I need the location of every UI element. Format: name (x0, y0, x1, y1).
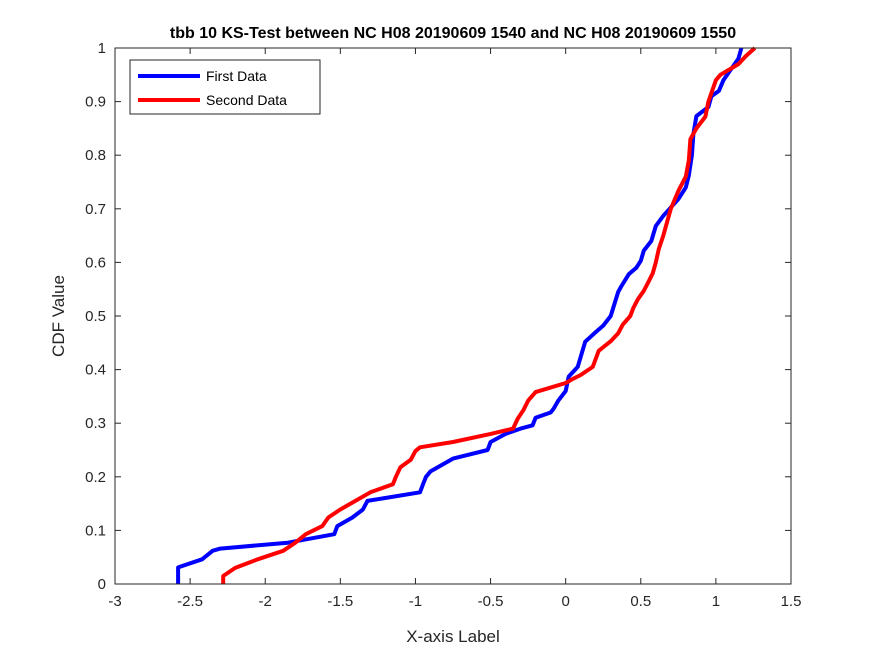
legend-box (129, 59, 321, 115)
y-tick-label: 0.1 (85, 522, 106, 539)
y-tick-label: 0 (98, 576, 106, 593)
x-axis-label: X-axis Label (406, 627, 500, 646)
y-tick-label: 0.9 (85, 94, 106, 111)
series-line-2 (221, 46, 757, 584)
y-tick-label: 1 (98, 40, 106, 57)
y-axis-label: CDF Value (49, 275, 68, 357)
y-tick-label: 0.8 (85, 147, 106, 164)
x-tick-label: 0 (561, 593, 569, 610)
x-tick-label: -3 (108, 593, 121, 610)
y-tick-label: 0.2 (85, 469, 106, 486)
legend-label: First Data (206, 68, 267, 84)
legend: First Data Second Data (129, 59, 321, 115)
y-tick-label: 0.5 (85, 308, 106, 325)
y-tick-label: 0.6 (85, 254, 106, 271)
y-tick-label: 0.7 (85, 201, 106, 218)
x-tick-label: -1.5 (327, 593, 353, 610)
x-tick-label: 1 (712, 593, 720, 610)
series-line-1 (176, 47, 744, 584)
legend-label: Second Data (206, 92, 287, 108)
y-tick-label: 0.3 (85, 415, 106, 432)
x-tick-label: -1 (409, 593, 422, 610)
chart-title: tbb 10 KS-Test between NC H08 20190609 1… (170, 25, 736, 42)
x-tick-label: -2 (259, 593, 272, 610)
y-tick-label: 0.4 (85, 362, 106, 379)
x-tick-label: -2.5 (177, 593, 203, 610)
x-tick-label: 1.5 (781, 593, 802, 610)
axes-layer: -3 -2.5 -2 -1.5 -1 -0.5 0 0.5 1 1.5 0 0.1 0.2 0.3 0.4 0… (85, 40, 801, 610)
plot-area (115, 48, 791, 584)
x-tick-label: 0.5 (630, 593, 651, 610)
x-tick-label: -0.5 (478, 593, 504, 610)
series-layer (176, 46, 757, 584)
